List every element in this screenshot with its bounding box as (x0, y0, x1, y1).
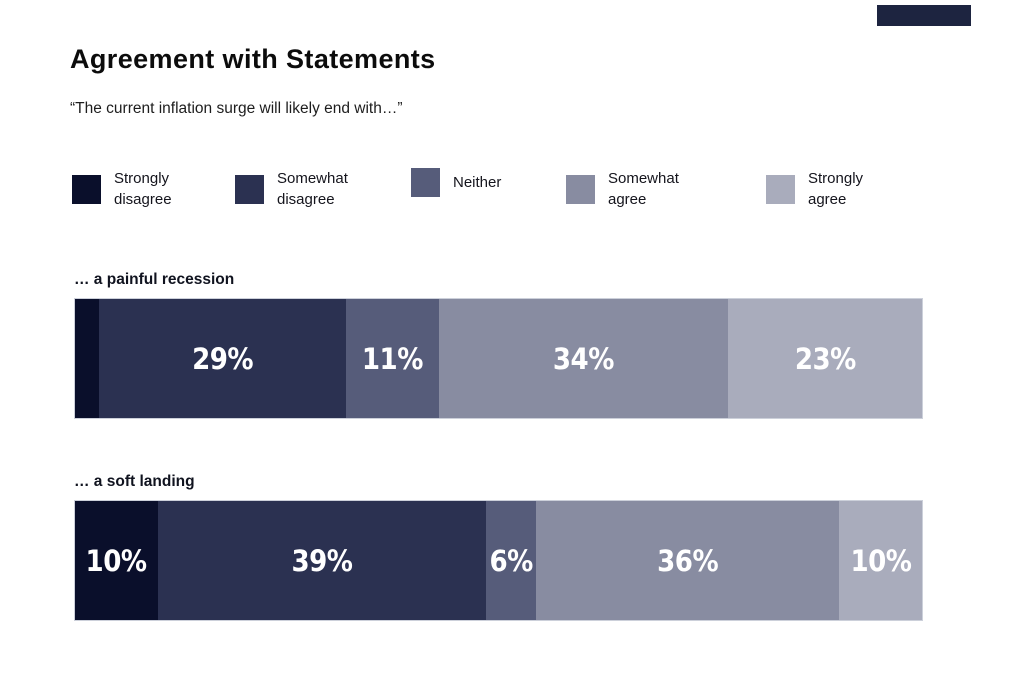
bar-segment-value: 39% (291, 543, 353, 578)
legend-swatch (235, 174, 264, 204)
corner-brand-block (877, 5, 971, 26)
bar-segment: 34% (439, 298, 728, 419)
legend: Strongly disagree Somewhat disagree Neithe… (0, 168, 1024, 212)
bar-segment: 10% (838, 500, 923, 621)
bar-segment-value: 23% (794, 341, 856, 376)
bar-segment-value: 29% (192, 341, 254, 376)
chart-subtitle: “The current inflation surge will likely… (70, 100, 403, 117)
bar-row-label: … a painful recession (74, 271, 235, 288)
bar-segment: 6% (485, 500, 537, 621)
chart-title: Agreement with Statements (70, 44, 436, 74)
legend-swatch (411, 168, 440, 197)
bar-segment-value: 10% (850, 543, 912, 578)
bar-segment: 11% (345, 298, 440, 419)
legend-item: Strongly agree (766, 168, 863, 210)
legend-item: Somewhat disagree (235, 168, 348, 210)
legend-label: Strongly agree (808, 170, 864, 208)
bar-segment (74, 298, 100, 419)
bar-row: … a soft landing 10% 39% 6% 36% 10% (74, 473, 923, 621)
bar-segment: 23% (727, 298, 923, 419)
bar-row-label: … a soft landing (74, 473, 195, 490)
legend-swatch (766, 174, 795, 204)
stacked-bar: 29% 11% 34% 23% (74, 298, 923, 419)
bar-segment-value: 10% (85, 543, 147, 578)
bar-segment: 29% (99, 298, 346, 419)
bar-segment-value: 34% (552, 341, 614, 376)
legend-swatch (566, 174, 595, 204)
bar-segment: 10% (74, 500, 159, 621)
legend-label: Neither (453, 174, 502, 191)
legend-label: Somewhat agree (608, 170, 679, 208)
bar-row: … a painful recession 29% 11% 34% 23% (74, 271, 923, 419)
stacked-bar: 10% 39% 6% 36% 10% (74, 500, 923, 621)
bar-segment-value: 6% (489, 543, 533, 578)
legend-label: Strongly disagree (114, 170, 172, 208)
legend-item: Somewhat agree (566, 168, 679, 210)
bar-segment: 39% (158, 500, 486, 621)
bar-segment: 36% (536, 500, 839, 621)
legend-item: Strongly disagree (72, 168, 172, 210)
bar-segment-value: 11% (361, 341, 423, 376)
legend-swatch (72, 174, 101, 204)
bar-segment-value: 36% (657, 543, 719, 578)
legend-label: Somewhat disagree (277, 170, 348, 208)
legend-item: Neither (411, 168, 501, 197)
